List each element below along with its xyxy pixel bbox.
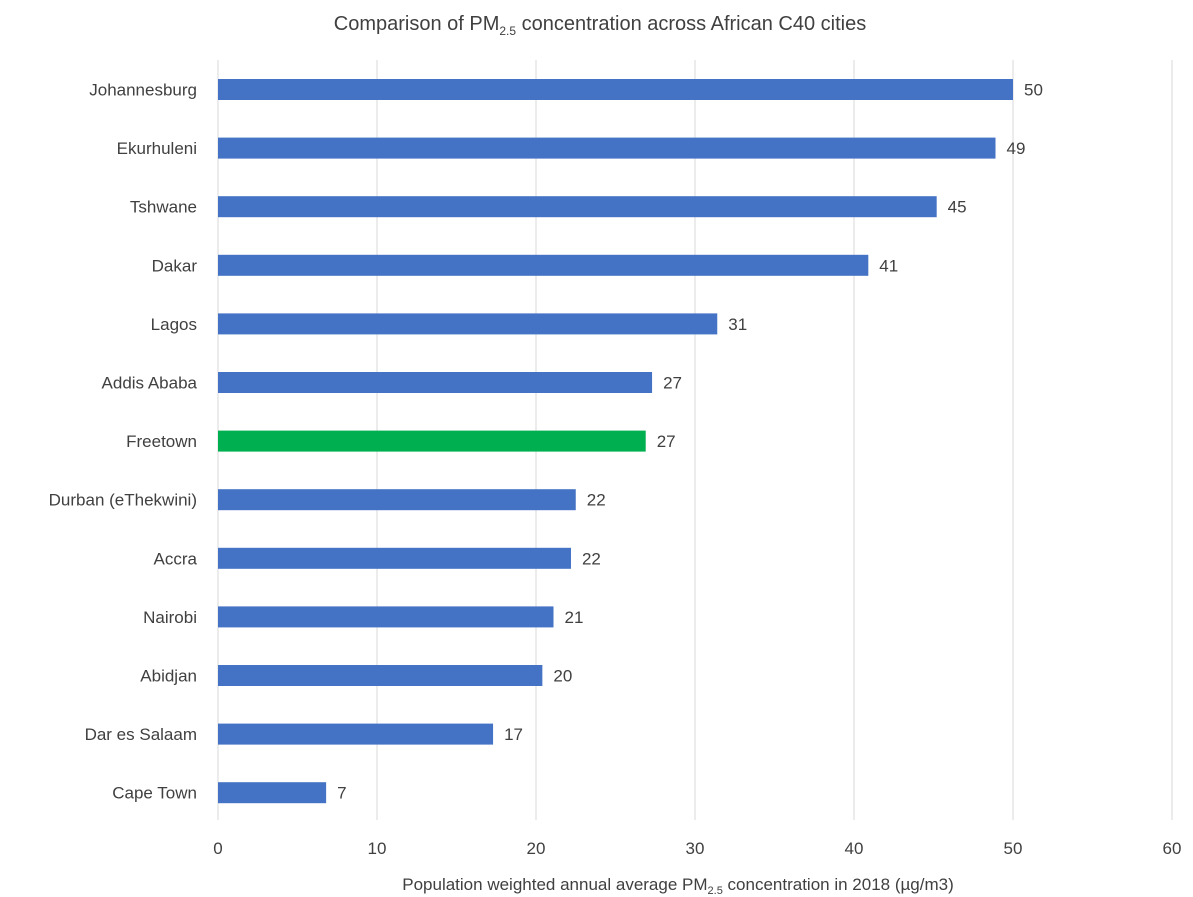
- chart-title: Comparison of PM2.5 concentration across…: [334, 13, 866, 38]
- category-label: Dakar: [152, 256, 198, 275]
- title-suffix: concentration across African C40 cities: [516, 13, 866, 35]
- category-label: Lagos: [151, 315, 197, 334]
- bar-accra: [218, 547, 571, 569]
- bar-addis-ababa: [218, 372, 653, 393]
- bar-ekurhuleni: [218, 137, 996, 159]
- category-label: Dar es Salaam: [85, 725, 197, 744]
- data-label: 27: [663, 374, 682, 393]
- x-tick-label: 30: [686, 839, 705, 858]
- bar-abidjan: [218, 665, 543, 686]
- x-axis-title-suffix: concentration in 2018 (µg/m3): [723, 875, 954, 894]
- bar-johannesburg: [218, 79, 1013, 100]
- bar-durban-ethekwini: [218, 489, 576, 511]
- category-label: Tshwane: [130, 198, 197, 217]
- data-label: 50: [1024, 81, 1043, 100]
- bar-lagos: [218, 313, 718, 335]
- category-label: Durban (eThekwini): [49, 491, 197, 510]
- category-labels: Johannesburg Ekurhuleni Tshwane Dakar Lagos A…: [49, 81, 198, 803]
- category-label: Freetown: [126, 432, 197, 451]
- data-label: 27: [657, 432, 676, 451]
- category-label: Addis Ababa: [102, 374, 198, 393]
- category-label: Cape Town: [112, 784, 197, 803]
- data-label: 7: [337, 784, 346, 803]
- bars: [218, 79, 1013, 804]
- x-tick-label: 0: [213, 839, 222, 858]
- x-tick-label: 40: [845, 839, 864, 858]
- x-tick-label: 50: [1004, 839, 1023, 858]
- data-label: 20: [553, 667, 572, 686]
- title-prefix: Comparison of PM: [334, 13, 500, 35]
- bar-dakar: [218, 254, 869, 276]
- x-tick-label: 60: [1163, 839, 1182, 858]
- title-subscript: 2.5: [499, 24, 516, 38]
- x-axis-title-subscript: 2.5: [708, 885, 723, 897]
- x-axis-title: Population weighted annual average PM2.5…: [402, 875, 954, 897]
- x-tick-label: 20: [527, 839, 546, 858]
- bar-dar-es-salaam: [218, 723, 494, 745]
- bar-nairobi: [218, 606, 554, 628]
- x-tick-labels: 0 10 20 30 40 50 60: [213, 839, 1181, 858]
- bar-cape-town: [218, 782, 327, 804]
- bar-freetown: [218, 430, 646, 452]
- data-label: 17: [504, 725, 523, 744]
- category-label: Ekurhuleni: [117, 139, 197, 158]
- data-label: 22: [582, 549, 601, 568]
- data-label: 22: [587, 491, 606, 510]
- data-label: 45: [948, 198, 967, 217]
- x-axis-title-prefix: Population weighted annual average PM: [402, 875, 707, 894]
- category-label: Abidjan: [140, 667, 197, 686]
- category-label: Nairobi: [143, 608, 197, 627]
- data-label: 41: [879, 256, 898, 275]
- data-label: 49: [1007, 139, 1026, 158]
- bar-tshwane: [218, 196, 937, 218]
- category-label: Accra: [154, 549, 198, 568]
- category-label: Johannesburg: [89, 81, 197, 100]
- data-label: 21: [564, 608, 583, 627]
- x-tick-label: 10: [368, 839, 387, 858]
- data-label: 31: [728, 315, 747, 334]
- data-labels: 50 49 45 41 31 27 27 22 22 21 20 17 7: [337, 81, 1043, 803]
